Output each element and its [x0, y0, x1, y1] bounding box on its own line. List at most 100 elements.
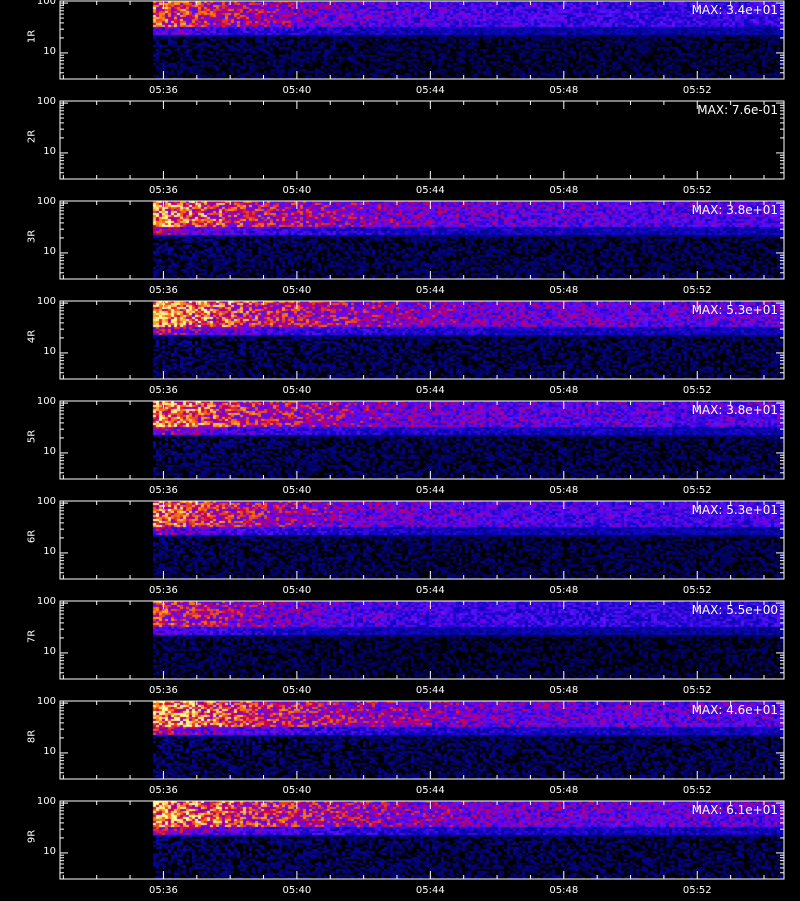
x-tick-label: 05:40 — [282, 485, 312, 496]
y-tick-label: 100 — [36, 696, 56, 708]
x-tick-label: 05:44 — [415, 85, 445, 96]
plot-area — [60, 401, 784, 479]
x-tick-label: 05:52 — [682, 185, 712, 196]
plot-area — [60, 301, 784, 379]
panel-label: 4R — [26, 329, 38, 344]
max-value-label: MAX: 5.3e+01 — [691, 303, 778, 317]
axis-frame — [59, 300, 785, 380]
max-value-label: MAX: 6.1e+01 — [691, 803, 778, 817]
axis-frame — [59, 400, 785, 480]
y-tick-label: 100 — [36, 96, 56, 108]
x-tick-label: 05:36 — [149, 885, 178, 896]
x-tick-label: 05:48 — [549, 685, 579, 696]
panel-7r: 10 100 05:36 05:40 05:44 05:48 05:52 7R MAX: 5.5… — [0, 596, 800, 701]
x-tick-label: 05:44 — [415, 685, 445, 696]
plot-border — [59, 400, 785, 480]
panel-2r: 10 100 05:36 05:40 05:44 05:48 05:52 2R MAX: 7.6… — [0, 96, 800, 201]
plot-border — [59, 100, 785, 180]
max-value-label: MAX: 3.8e+01 — [691, 203, 778, 217]
axis-frame — [59, 500, 785, 580]
y-tick-label: 100 — [36, 296, 56, 308]
panel-label: 6R — [26, 529, 38, 544]
x-tick-label: 05:48 — [549, 585, 579, 596]
x-tick-label: 05:44 — [415, 485, 445, 496]
y-tick-label: 10 — [43, 345, 56, 357]
y-tick-label: 10 — [43, 545, 56, 557]
y-tick-label: 100 — [36, 496, 56, 508]
max-value-label: MAX: 3.4e+01 — [691, 3, 778, 17]
spectrogram-heatmap — [60, 1, 784, 79]
spectrogram-heatmap — [60, 401, 784, 479]
x-tick-label: 05:40 — [282, 685, 312, 696]
x-tick-label: 05:44 — [415, 785, 445, 796]
max-value-label: MAX: 7.6e-01 — [697, 103, 778, 117]
panel-1r: 10 100 05:36 05:40 05:44 05:48 05:52 1R MAX: 3.4… — [0, 0, 800, 101]
panel-6r: 10 100 05:36 05:40 05:44 05:48 05:52 6R MAX: 5.3… — [0, 496, 800, 601]
y-tick-label: 100 — [36, 796, 56, 808]
x-tick-label: 05:40 — [282, 585, 312, 596]
panel-3r: 10 100 05:36 05:40 05:44 05:48 05:52 3R MAX: 3.8… — [0, 196, 800, 301]
plot-border — [59, 700, 785, 780]
plot-area — [60, 601, 784, 679]
panel-label: 3R — [26, 229, 38, 244]
x-tick-label: 05:36 — [149, 685, 178, 696]
x-tick-label: 05:40 — [282, 785, 312, 796]
spectrogram-heatmap — [60, 501, 784, 579]
x-tick-label: 05:52 — [682, 885, 712, 896]
plot-border — [59, 200, 785, 280]
y-tick-label: 10 — [43, 245, 56, 257]
axis-frame — [59, 700, 785, 780]
x-tick-label: 05:52 — [682, 385, 712, 396]
x-tick-label: 05:40 — [282, 285, 312, 296]
panel-4r: 10 100 05:36 05:40 05:44 05:48 05:52 4R MAX: 5.3… — [0, 296, 800, 401]
x-tick-label: 05:44 — [415, 885, 445, 896]
spectrogram-heatmap — [60, 101, 784, 179]
spectrogram-heatmap — [60, 201, 784, 279]
axis-frame — [59, 600, 785, 680]
axis-frame — [59, 100, 785, 180]
panel-label: 7R — [26, 629, 38, 644]
panel-label: 8R — [26, 729, 38, 744]
x-tick-label: 05:44 — [415, 585, 445, 596]
panel-9r: 10 100 05:36 05:40 05:44 05:48 05:52 9R MAX: 6.1… — [0, 796, 800, 901]
max-value-label: MAX: 4.6e+01 — [691, 703, 778, 717]
plot-area — [60, 1, 784, 79]
y-tick-label: 10 — [43, 145, 56, 157]
panel-8r: 10 100 05:36 05:40 05:44 05:48 05:52 8R MAX: 4.6… — [0, 696, 800, 801]
plot-border — [59, 500, 785, 580]
y-tick-label: 10 — [43, 445, 56, 457]
x-tick-label: 05:52 — [682, 285, 712, 296]
spectrogram-heatmap — [60, 601, 784, 679]
x-tick-label: 05:48 — [549, 185, 579, 196]
x-tick-label: 05:36 — [149, 485, 178, 496]
max-value-label: MAX: 3.8e+01 — [691, 403, 778, 417]
plot-area — [60, 701, 784, 779]
x-tick-label: 05:52 — [682, 485, 712, 496]
x-tick-label: 05:36 — [149, 785, 178, 796]
plot-area — [60, 501, 784, 579]
x-tick-label: 05:48 — [549, 285, 579, 296]
x-tick-label: 05:40 — [282, 185, 312, 196]
y-tick-label: 10 — [43, 45, 56, 57]
plot-border — [59, 300, 785, 380]
x-tick-label: 05:36 — [149, 85, 178, 96]
panel-label: 1R — [26, 29, 38, 44]
x-tick-label: 05:48 — [549, 885, 579, 896]
x-tick-label: 05:36 — [149, 585, 178, 596]
x-tick-label: 05:48 — [549, 385, 579, 396]
axis-frame — [59, 0, 785, 80]
panel-label: 9R — [26, 829, 38, 844]
y-tick-label: 10 — [43, 745, 56, 757]
x-tick-label: 05:40 — [282, 85, 312, 96]
x-tick-label: 05:52 — [682, 685, 712, 696]
spectrogram-heatmap — [60, 801, 784, 879]
panel-label: 2R — [26, 129, 38, 144]
y-tick-label: 10 — [43, 845, 56, 857]
x-tick-label: 05:36 — [149, 385, 178, 396]
x-tick-label: 05:44 — [415, 285, 445, 296]
axis-frame — [59, 800, 785, 880]
spectrogram-heatmap — [60, 301, 784, 379]
y-tick-label: 100 — [36, 596, 56, 608]
plot-area — [60, 101, 784, 179]
